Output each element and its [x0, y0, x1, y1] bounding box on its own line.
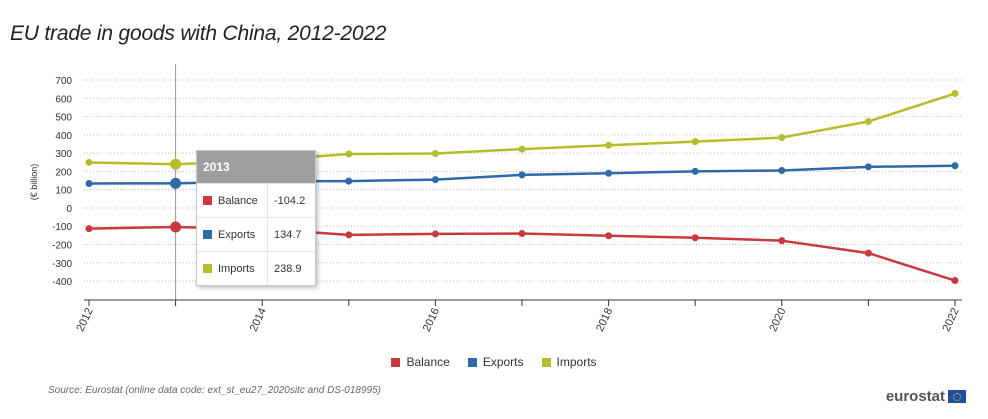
y-tick-label: -200	[52, 241, 72, 252]
legend-item-exports[interactable]: Exports	[467, 355, 524, 369]
data-point-imports	[864, 117, 872, 125]
tooltip-label: Exports	[218, 228, 256, 241]
y-tick-label: 0	[66, 204, 72, 215]
page-title: EU trade in goods with China, 2012-2022	[10, 22, 387, 45]
data-point-balance	[170, 221, 182, 233]
data-point-exports	[85, 179, 93, 187]
data-point-exports	[431, 176, 439, 184]
y-tick-label: 700	[55, 76, 72, 87]
legend-item-imports[interactable]: Imports	[541, 355, 597, 369]
exports-swatch	[203, 230, 212, 239]
data-point-imports	[170, 158, 182, 170]
data-point-exports	[345, 177, 353, 185]
eu-flag-icon	[948, 390, 966, 403]
data-point-balance	[951, 277, 959, 285]
axes: 700 600 500 400 300 200 100 0 -100 -200 -300 -400 (€…	[29, 76, 962, 333]
y-tick-label: -400	[52, 277, 72, 288]
tooltip-value: -104.2	[274, 194, 306, 207]
y-tick-label: 300	[55, 149, 72, 160]
y-tick-label: -100	[52, 222, 72, 233]
x-tick-label: 2012	[74, 306, 95, 333]
data-point-imports	[85, 158, 93, 166]
tooltip-year: 2013	[197, 151, 315, 183]
tooltip-value: 238.9	[274, 262, 302, 275]
data-point-imports	[691, 138, 699, 146]
source-note: Source: Eurostat (online data code: ext_…	[48, 385, 381, 396]
eurostat-logo[interactable]: eurostat	[886, 388, 966, 405]
legend-label: Exports	[482, 355, 524, 369]
data-point-exports	[605, 169, 613, 177]
data-point-imports	[518, 145, 526, 153]
imports-legend-swatch	[541, 357, 551, 367]
x-tick-label: 2020	[767, 306, 788, 333]
data-point-balance	[345, 231, 353, 239]
x-tick-label: 2018	[594, 306, 615, 333]
tooltip-value: 134.7	[274, 228, 302, 241]
data-point-balance	[85, 225, 93, 233]
brand-text: eurostat	[885, 388, 945, 405]
y-tick-label: 600	[55, 94, 72, 105]
imports-swatch	[203, 264, 212, 273]
exports-legend-swatch	[467, 357, 477, 367]
balance-swatch	[203, 196, 212, 205]
data-point-balance	[691, 234, 699, 242]
legend-label: Imports	[556, 355, 597, 369]
tooltip-row-balance: Balance -104.2	[197, 183, 315, 217]
data-point-imports	[951, 90, 959, 98]
data-point-imports	[345, 150, 353, 158]
y-tick-label: 200	[55, 167, 72, 178]
data-point-balance	[518, 230, 526, 238]
y-tick-label: 500	[55, 113, 72, 124]
y-tick-label: 100	[55, 186, 72, 197]
data-point-imports	[431, 149, 439, 157]
legend-label: Balance	[406, 355, 450, 369]
balance-legend-swatch	[391, 357, 401, 367]
data-point-exports	[951, 162, 959, 170]
data-point-exports	[170, 177, 182, 189]
tooltip-row-imports: Imports 238.9	[197, 251, 315, 285]
data-point-exports	[518, 171, 526, 179]
y-tick-label: 400	[55, 131, 72, 142]
y-axis-label: (€ billion)	[29, 164, 39, 201]
x-tick-label: 2022	[940, 306, 961, 333]
x-tick-label: 2016	[421, 306, 442, 333]
data-point-imports	[778, 134, 786, 142]
data-point-balance	[605, 232, 613, 240]
data-tooltip: 2013 Balance -104.2 Exports 134.7 Import…	[196, 150, 316, 286]
chart-legend: Balance Exports Imports	[0, 355, 988, 369]
x-tick-label: 2014	[248, 306, 269, 333]
tooltip-label: Imports	[218, 262, 255, 275]
data-point-balance	[778, 237, 786, 245]
tooltip-row-exports: Exports 134.7	[197, 217, 315, 251]
legend-item-balance[interactable]: Balance	[391, 355, 450, 369]
data-point-balance	[864, 249, 872, 257]
data-point-balance	[431, 230, 439, 238]
gridlines	[84, 64, 962, 300]
data-point-exports	[778, 166, 786, 174]
y-tick-label: -300	[52, 259, 72, 270]
data-point-exports	[864, 163, 872, 171]
data-point-imports	[605, 141, 613, 149]
data-point-exports	[691, 167, 699, 175]
tooltip-label: Balance	[218, 194, 258, 207]
